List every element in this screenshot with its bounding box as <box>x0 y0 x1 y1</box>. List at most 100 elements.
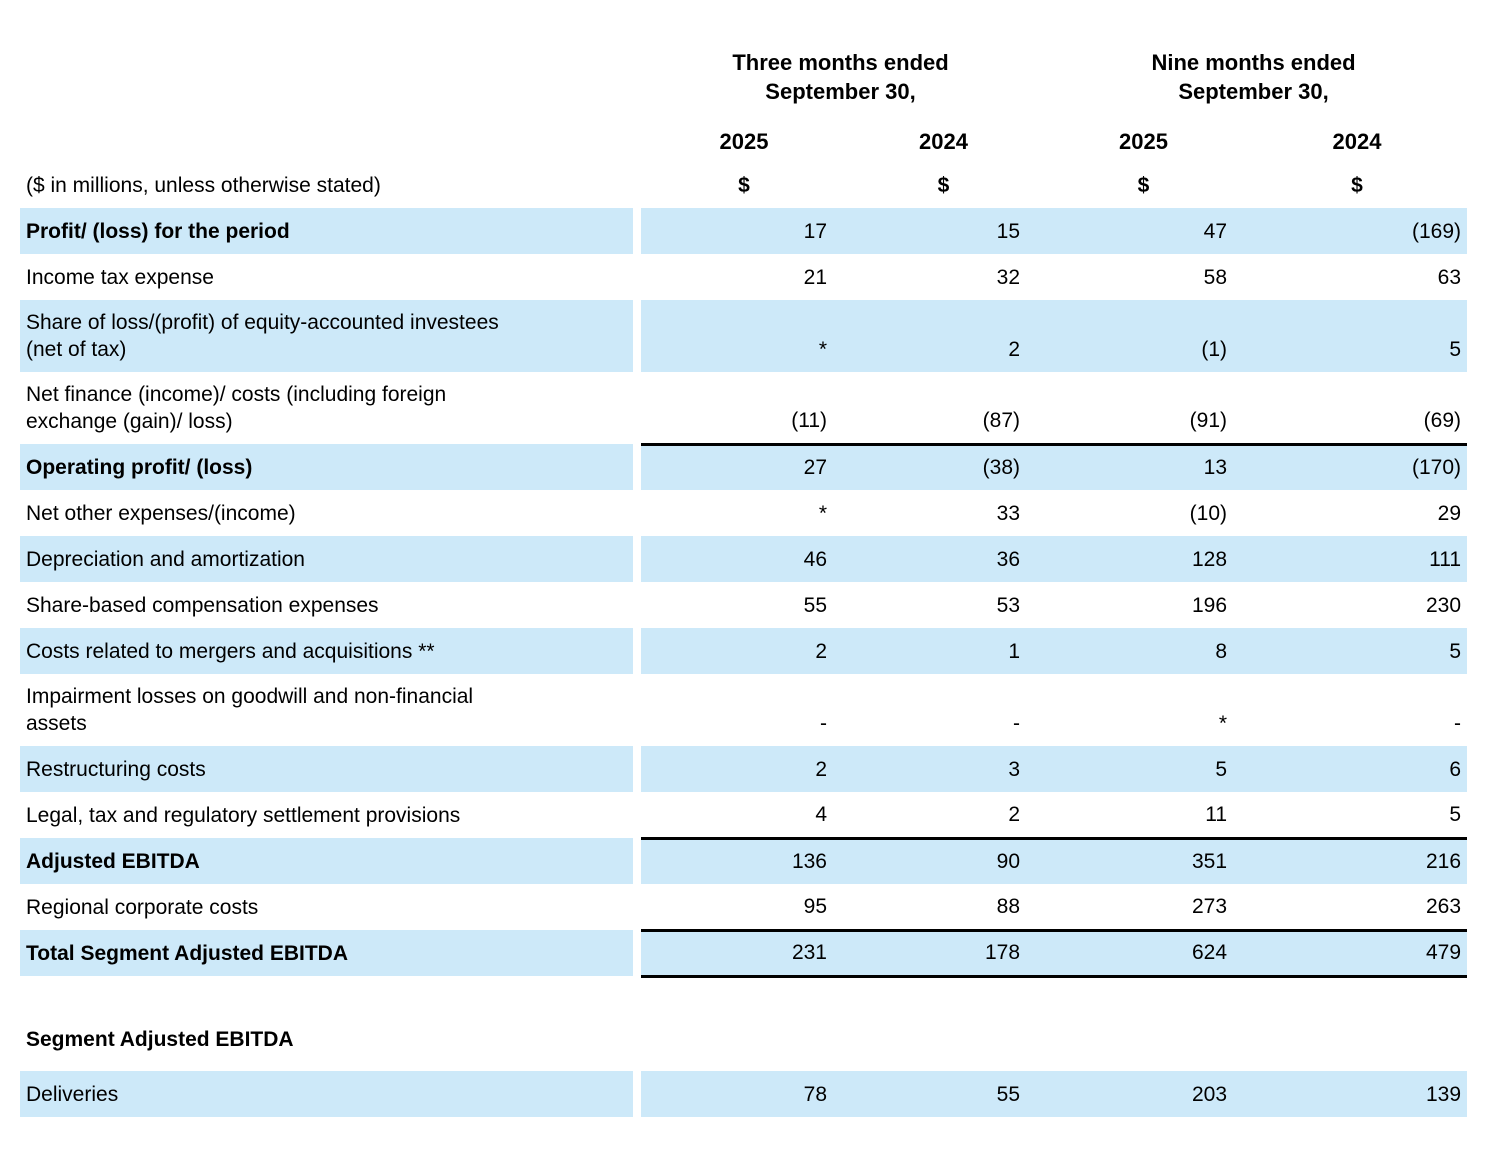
cell-value: 1 <box>847 628 1041 674</box>
row-label: Depreciation and amortization <box>20 536 633 582</box>
cell-value: 139 <box>1247 1071 1468 1117</box>
column-gap <box>633 674 641 746</box>
cell-value: 136 <box>641 836 847 884</box>
column-gap <box>633 208 641 254</box>
cell-value: 13 <box>1040 442 1248 490</box>
column-gap <box>633 372 641 444</box>
cell-value: 273 <box>1191 894 1228 918</box>
segment-table-body: Deliveries 78 55 203 139 <box>20 1071 1468 1117</box>
column-gap <box>633 490 641 536</box>
year-header: 2024 <box>1332 129 1382 154</box>
cell-value: 63 <box>1437 266 1462 289</box>
cell-value: 2 <box>1008 802 1021 826</box>
row-label: Deliveries <box>20 1071 633 1117</box>
row-label: Restructuring costs <box>20 746 633 792</box>
dollar-sign: $ <box>738 174 750 197</box>
table-row: Costs related to mergers and acquisition… <box>20 628 1468 674</box>
cell-value: - <box>820 712 827 735</box>
cell-value: 15 <box>847 208 1041 254</box>
cell-value: (169) <box>1247 208 1468 254</box>
column-gap <box>633 444 641 490</box>
segment-title-row: Segment Adjusted EBITDA <box>20 1016 1467 1062</box>
table-row: Total Segment Adjusted EBITDA 231 178 624 47… <box>20 928 1468 978</box>
cell-value: 230 <box>1425 594 1462 617</box>
cell-value: 11 <box>1205 802 1228 826</box>
table-row: Impairment losses on goodwill and non-fi… <box>20 674 1467 746</box>
three-months-header: Three months ended September 30, <box>732 50 949 104</box>
spacer-cell <box>20 976 1467 1016</box>
cell-value: 4 <box>815 802 827 826</box>
cell-value: 231 <box>641 928 847 978</box>
main-table-body: Profit/ (loss) for the period 17 15 47 (169)… <box>20 208 1468 978</box>
cell-value: 351 <box>1040 836 1248 884</box>
cell-value: (69) <box>1423 408 1462 432</box>
column-gap <box>633 164 641 208</box>
section-spacer <box>20 976 1467 1016</box>
column-gap <box>633 0 641 118</box>
column-gap <box>633 536 641 582</box>
column-gap <box>633 930 641 976</box>
column-gap <box>633 582 641 628</box>
cell-value: 55 <box>847 1071 1041 1117</box>
table-row: Regional corporate costs 95 88 273 263 <box>20 884 1467 930</box>
cell-value: 624 <box>1040 928 1248 978</box>
year-header: 2025 <box>1119 129 1168 154</box>
table-row: Profit/ (loss) for the period 17 15 47 (169) <box>20 208 1468 254</box>
cell-value: - <box>1454 712 1462 735</box>
ebitda-reconciliation-table: Three months ended September 30, Nine mo… <box>20 0 1468 1117</box>
cell-value: (10) <box>1189 502 1228 525</box>
column-gap <box>633 838 641 884</box>
cell-value: 3 <box>847 746 1041 792</box>
cell-value: 8 <box>1040 628 1248 674</box>
cell-value: 55 <box>803 594 827 617</box>
cell-value: 90 <box>847 836 1041 884</box>
row-label: Legal, tax and regulatory settlement pro… <box>26 804 461 827</box>
year-header: 2024 <box>919 129 968 154</box>
cell-value: (170) <box>1247 442 1468 490</box>
row-label: Operating profit/ (loss) <box>20 444 633 490</box>
segment-section-title: Segment Adjusted EBITDA <box>26 1028 294 1051</box>
cell-value: 6 <box>1247 746 1468 792</box>
segment-section: Segment Adjusted EBITDA <box>20 976 1467 1071</box>
cell-value: 47 <box>1040 208 1248 254</box>
row-label: Income tax expense <box>26 266 214 289</box>
cell-value: 128 <box>1040 536 1248 582</box>
cell-value: (1) <box>1040 300 1248 372</box>
table-row: Operating profit/ (loss) 27 (38) 13 (170) <box>20 442 1468 490</box>
column-gap <box>633 1071 641 1117</box>
cell-value: 32 <box>996 266 1021 289</box>
table-row: Legal, tax and regulatory settlement pro… <box>20 792 1467 838</box>
cell-value: 33 <box>996 502 1021 525</box>
column-gap <box>633 300 641 372</box>
column-gap <box>633 746 641 792</box>
cell-value: 88 <box>996 894 1021 918</box>
units-note: ($ in millions, unless otherwise stated) <box>26 174 381 197</box>
period-group-header-row: Three months ended September 30, Nine mo… <box>20 0 1467 118</box>
table-row: Net finance (income)/ costs (including f… <box>20 372 1467 444</box>
cell-value: 2 <box>641 628 847 674</box>
cell-value: - <box>1013 712 1021 735</box>
row-label: Share of loss/(profit) of equity-account… <box>20 300 633 372</box>
cell-value: 46 <box>641 536 847 582</box>
cell-value: 479 <box>1247 928 1468 978</box>
cell-value: 36 <box>847 536 1041 582</box>
empty-corner-cell <box>20 118 633 164</box>
cell-value: (87) <box>982 408 1021 432</box>
cell-value: * <box>1218 712 1228 735</box>
dollar-sign: $ <box>1137 174 1150 197</box>
cell-value: 2 <box>641 746 847 792</box>
financial-statement-sheet: Three months ended September 30, Nine mo… <box>20 0 1468 1117</box>
cell-value: 29 <box>1437 502 1462 525</box>
table-row: Adjusted EBITDA 136 90 351 216 <box>20 836 1468 884</box>
section-spacer-small <box>20 1062 1467 1071</box>
cell-value: * <box>641 300 847 372</box>
table-row: Deliveries 78 55 203 139 <box>20 1071 1468 1117</box>
column-gap <box>633 628 641 674</box>
cell-value: 53 <box>996 594 1021 617</box>
table-row: Restructuring costs 2 3 5 6 <box>20 746 1468 792</box>
cell-value: 21 <box>803 266 827 289</box>
table-row: Depreciation and amortization 46 36 128 111 <box>20 536 1468 582</box>
currency-header-row: ($ in millions, unless otherwise stated)… <box>20 164 1467 208</box>
cell-value: 5 <box>1247 300 1468 372</box>
column-gap <box>633 884 641 930</box>
